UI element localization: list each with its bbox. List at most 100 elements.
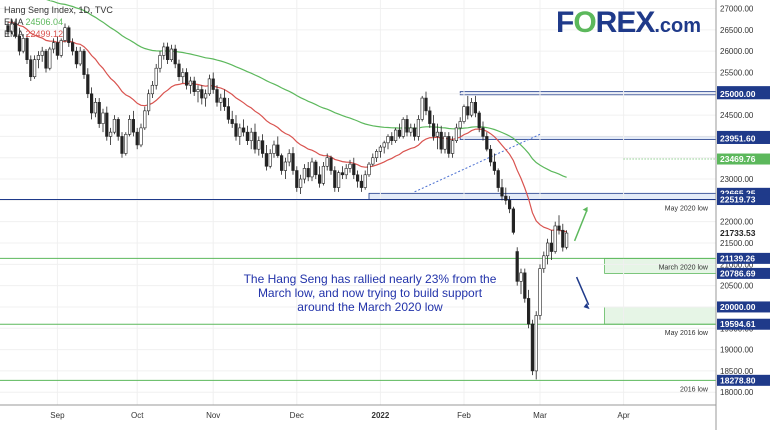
up-arrow <box>573 210 588 242</box>
candle-body <box>314 161 318 176</box>
ema-fast-legend: EMA 24506.04 <box>4 17 63 27</box>
candle-body <box>310 161 314 178</box>
candle-body <box>257 140 261 150</box>
up-arrow-head <box>582 206 588 212</box>
candle-body <box>242 127 246 133</box>
ema-slow-label: EMA <box>4 29 24 39</box>
resistance-zone-25000 <box>459 91 717 96</box>
candle-body <box>329 157 333 171</box>
candle-body <box>382 142 386 148</box>
candle-body <box>386 136 390 144</box>
candle-body <box>507 200 512 210</box>
candle-body <box>71 42 75 52</box>
candle-body <box>295 170 299 188</box>
candle-body <box>348 163 352 169</box>
candle-body <box>291 153 295 171</box>
y-tick-label: 26500.00 <box>720 26 754 35</box>
candle-body <box>158 55 162 69</box>
y-tick-label: 21500.00 <box>720 239 754 248</box>
price-label: 22665.25 <box>720 188 756 198</box>
candle-body <box>234 123 238 137</box>
logo-letter-o: O <box>573 6 596 39</box>
candle-body <box>439 131 443 150</box>
logo-letters-rex: REX <box>595 6 656 39</box>
y-tick-label: 18500.00 <box>720 367 754 376</box>
y-tick-label: 27000.00 <box>720 5 754 14</box>
price-label: 19594.61 <box>720 319 756 329</box>
candle-body <box>477 112 481 129</box>
candle-body <box>131 119 136 133</box>
candle-body <box>352 163 356 176</box>
candle-body <box>359 180 364 188</box>
candle-body <box>557 225 561 231</box>
ema-slow-legend: EMA 22499.12 <box>4 29 63 39</box>
candle-body <box>97 102 101 124</box>
candle-body <box>500 187 504 197</box>
price-label: 23469.76 <box>720 154 756 164</box>
candle-body <box>14 23 18 37</box>
candle-body <box>435 131 440 137</box>
logo-suffix: .com <box>654 15 702 37</box>
candle-body <box>302 168 307 180</box>
candle-body <box>245 131 250 141</box>
price-label: 18278.80 <box>720 375 756 385</box>
candle-body <box>181 72 185 78</box>
candle-body <box>36 55 40 60</box>
candle-body <box>276 144 280 156</box>
candle-body <box>59 40 63 56</box>
candle-body <box>397 129 402 137</box>
candle-body <box>443 136 447 150</box>
price-label-box <box>717 194 770 206</box>
candle-body <box>78 50 82 65</box>
support-zone-19800 <box>604 306 717 325</box>
ema-fast-value: 24506.04 <box>25 17 64 27</box>
y-tick-label: 23000.00 <box>720 175 754 184</box>
candle-body <box>340 172 345 176</box>
x-tick-label: Oct <box>131 411 144 420</box>
candle-body <box>215 89 219 103</box>
candle-body <box>553 225 557 252</box>
candle-body <box>211 78 215 90</box>
candle-body <box>393 129 398 141</box>
candle-body <box>336 172 341 188</box>
candle-body <box>485 136 489 150</box>
candle-body <box>355 174 360 182</box>
y-tick-label: 24500.00 <box>720 111 754 120</box>
candle-body <box>135 131 139 146</box>
y-tick-label: 19000.00 <box>720 346 754 355</box>
candle-body <box>519 272 523 282</box>
candle-body <box>511 208 515 233</box>
down-arrow-head <box>583 303 590 310</box>
price-label: 20000.00 <box>720 302 756 312</box>
candle-body <box>405 119 409 133</box>
price-label-box <box>717 301 770 313</box>
candle-body <box>481 127 485 137</box>
x-tick-label: Apr <box>617 411 630 420</box>
price-label-box <box>717 252 770 264</box>
candle-body <box>6 25 10 33</box>
candle-body <box>93 102 97 114</box>
price-label: 21733.53 <box>720 228 756 238</box>
candle-body <box>200 89 204 99</box>
candle-body <box>374 151 379 159</box>
candle-body <box>272 144 276 154</box>
candle-body <box>51 42 56 50</box>
candle-body <box>371 157 375 165</box>
candle-body <box>401 119 405 137</box>
candle-body <box>538 268 542 316</box>
price-label-box <box>717 187 770 199</box>
y-tick-label: 18000.00 <box>720 388 754 397</box>
x-tick-label: Nov <box>206 411 220 420</box>
forex-logo: FOREX.com <box>556 6 701 40</box>
candle-body <box>492 161 497 171</box>
candle-body <box>333 170 337 188</box>
candle-body <box>523 272 527 299</box>
candle-body <box>344 168 348 176</box>
candle-body <box>185 72 189 86</box>
candle-body <box>321 165 326 184</box>
candle-body <box>128 119 132 135</box>
candle-body <box>564 232 569 248</box>
candle-body <box>120 136 124 154</box>
y-tick-label: 25500.00 <box>720 68 754 77</box>
